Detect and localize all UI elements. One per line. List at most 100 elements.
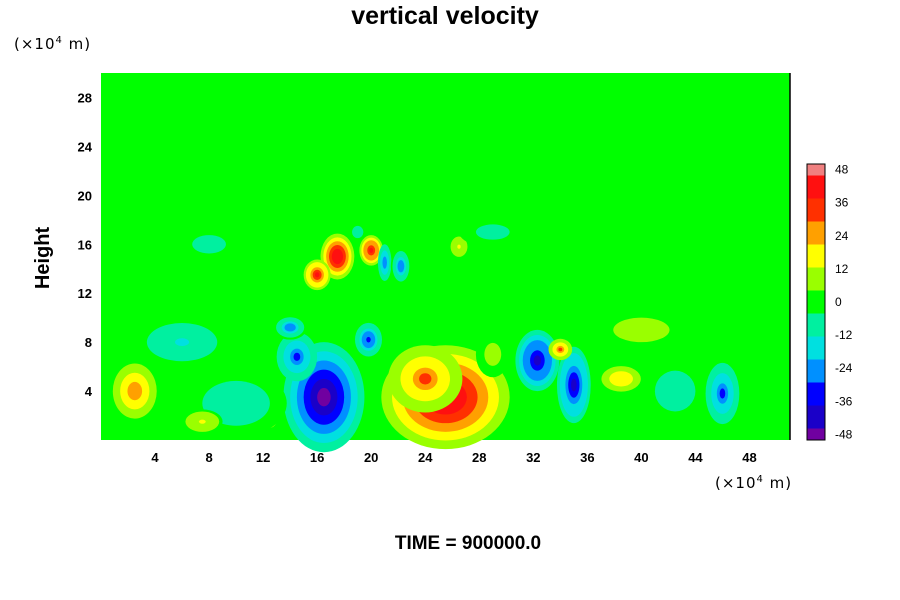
velocity-contour bbox=[369, 247, 374, 253]
velocity-contour bbox=[317, 388, 331, 407]
x-tick-label: 20 bbox=[364, 450, 378, 465]
velocity-contour bbox=[419, 373, 432, 385]
y-axis-ticks: 4 8 12 16 20 24 28 bbox=[78, 90, 93, 399]
colorbar-band bbox=[807, 187, 825, 199]
colorbar-band bbox=[807, 290, 825, 303]
velocity-cell bbox=[388, 345, 463, 413]
x-axis-ticks: 4 8 12 16 20 24 28 32 36 40 44 48 bbox=[151, 450, 756, 465]
velocity-cell bbox=[354, 322, 383, 357]
velocity-contour bbox=[634, 326, 649, 333]
velocity-contour bbox=[533, 355, 542, 366]
x-tick-label: 8 bbox=[205, 450, 212, 465]
x-tick-label: 32 bbox=[526, 450, 540, 465]
x-tick-label: 12 bbox=[256, 450, 270, 465]
y-tick-label: 24 bbox=[78, 139, 93, 154]
colorbar-band bbox=[807, 164, 825, 176]
velocity-cell bbox=[390, 247, 412, 285]
y-axis-unit-label: (×104 m) bbox=[14, 35, 91, 53]
colorbar-bands bbox=[807, 164, 825, 441]
x-tick-label: 4 bbox=[151, 450, 159, 465]
colorbar-band bbox=[807, 198, 825, 211]
colorbar-band bbox=[807, 417, 825, 429]
time-label: TIME = 900000.0 bbox=[395, 533, 541, 554]
colorbar-band bbox=[807, 382, 825, 395]
velocity-contour bbox=[489, 350, 496, 359]
velocity-contour bbox=[198, 419, 206, 424]
velocity-contour bbox=[487, 229, 499, 235]
colorbar-band bbox=[807, 175, 825, 188]
velocity-cell bbox=[548, 338, 573, 361]
colorbar-band bbox=[807, 394, 825, 406]
velocity-contour bbox=[131, 386, 139, 396]
velocity-contour bbox=[617, 376, 626, 382]
x-tick-label: 24 bbox=[418, 450, 433, 465]
velocity-cell bbox=[459, 216, 527, 248]
colorbar-band bbox=[807, 348, 825, 360]
colorbar-tick-label: 36 bbox=[835, 196, 849, 210]
plot-area bbox=[101, 73, 791, 453]
colorbar-tick-label: 24 bbox=[835, 229, 849, 243]
velocity-cell bbox=[175, 225, 243, 263]
x-tick-label: 48 bbox=[742, 450, 756, 465]
x-axis-unit-label: (×104 m) bbox=[715, 474, 792, 492]
velocity-contour bbox=[670, 385, 681, 397]
colorbar-tick-label: 48 bbox=[835, 163, 849, 177]
velocity-contour bbox=[457, 244, 461, 249]
velocity-contour bbox=[571, 378, 577, 392]
velocity-cell bbox=[276, 332, 318, 382]
velocity-contour bbox=[203, 241, 215, 248]
colorbar-tick-label: 0 bbox=[835, 295, 842, 309]
velocity-contour bbox=[366, 336, 371, 343]
y-tick-label: 4 bbox=[85, 384, 93, 399]
y-tick-label: 20 bbox=[78, 188, 92, 203]
colorbar-band bbox=[807, 405, 825, 418]
colorbar-tick-label: -36 bbox=[835, 394, 853, 408]
velocity-cell bbox=[377, 244, 392, 281]
colorbar-band bbox=[807, 302, 825, 314]
colorbar-band bbox=[807, 256, 825, 268]
velocity-contour bbox=[356, 230, 360, 234]
colorbar-band bbox=[807, 359, 825, 372]
colorbar-tick-label: -24 bbox=[835, 361, 853, 375]
velocity-cell bbox=[273, 315, 308, 340]
velocity-cell bbox=[320, 233, 355, 280]
colorbar-ticks: 48 36 24 12 0 -12 -24 -36 -48 bbox=[835, 163, 853, 442]
velocity-contour bbox=[314, 272, 320, 278]
velocity-contour bbox=[334, 252, 341, 261]
x-tick-label: 40 bbox=[634, 450, 648, 465]
chart-title: vertical velocity bbox=[351, 2, 539, 30]
colorbar-band bbox=[807, 221, 825, 234]
velocity-cell bbox=[644, 360, 706, 422]
velocity-cell bbox=[182, 409, 223, 434]
y-tick-label: 28 bbox=[78, 90, 92, 105]
colorbar-band bbox=[807, 428, 825, 441]
velocity-cell bbox=[112, 363, 157, 419]
velocity-cell bbox=[349, 222, 367, 242]
colorbar: 48 36 24 12 0 -12 -24 -36 -48 bbox=[806, 163, 853, 442]
colorbar-band bbox=[807, 336, 825, 349]
velocity-cell bbox=[515, 329, 560, 392]
velocity-contour bbox=[293, 352, 301, 361]
y-tick-label: 12 bbox=[78, 286, 92, 301]
y-tick-label: 16 bbox=[78, 237, 92, 252]
velocity-cell bbox=[475, 331, 510, 378]
colorbar-band bbox=[807, 244, 825, 257]
colorbar-band bbox=[807, 371, 825, 383]
x-tick-label: 36 bbox=[580, 450, 594, 465]
colorbar-band bbox=[807, 233, 825, 245]
colorbar-band bbox=[807, 210, 825, 222]
velocity-contour bbox=[399, 263, 403, 270]
colorbar-tick-label: -12 bbox=[835, 328, 853, 342]
velocity-cell bbox=[448, 234, 470, 259]
velocity-contour bbox=[719, 388, 726, 399]
y-axis-label: Height bbox=[32, 227, 54, 290]
velocity-field bbox=[112, 216, 740, 453]
velocity-contour bbox=[383, 259, 386, 266]
velocity-contour bbox=[227, 397, 245, 409]
x-tick-label: 44 bbox=[688, 450, 703, 465]
velocity-cell bbox=[359, 235, 384, 266]
velocity-contour bbox=[175, 338, 190, 346]
x-tick-label: 16 bbox=[310, 450, 324, 465]
y-tick-label: 8 bbox=[85, 335, 92, 350]
